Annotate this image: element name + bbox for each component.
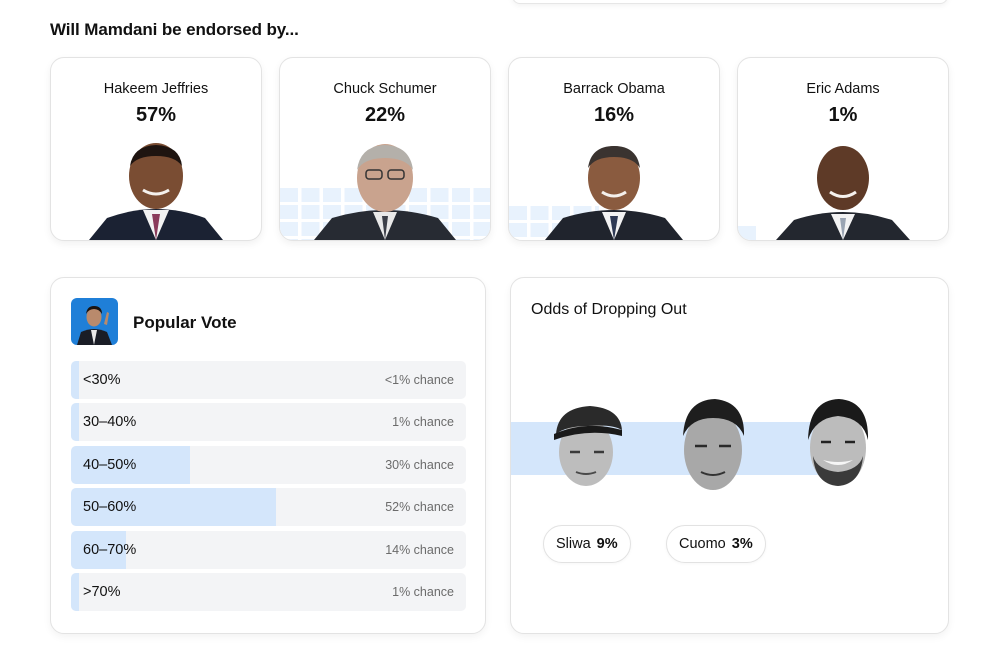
endorser-name: Barrack Obama xyxy=(563,81,665,97)
popular-vote-card: Popular Vote <30% <1% chance 30–40% 1% c… xyxy=(50,277,486,634)
candidate-odds: 3% xyxy=(731,536,753,552)
mamdani-face-icon xyxy=(808,399,869,486)
endorsement-card-obama[interactable]: Barrack Obama 16% xyxy=(508,57,720,241)
endorsement-percent: 1% xyxy=(828,104,858,126)
vote-range-label: <30% xyxy=(83,372,121,388)
vote-range-label: 60–70% xyxy=(83,541,137,558)
mamdani-avatar-icon xyxy=(71,298,118,345)
vote-range-label: 50–60% xyxy=(83,499,137,516)
hakeem-jeffries-portrait-icon xyxy=(89,143,223,240)
endorsement-card-adams[interactable]: Eric Adams 1% xyxy=(737,57,949,241)
endorsement-card-schumer[interactable]: Chuck Schumer 22% xyxy=(279,57,491,241)
vote-range-chance: 52% chance xyxy=(385,500,454,515)
vote-range-row[interactable]: 30–40% 1% chance xyxy=(71,403,466,442)
chuck-schumer-portrait-icon xyxy=(314,144,456,240)
eric-adams-portrait-icon xyxy=(776,146,910,240)
vote-range-chance: 1% chance xyxy=(392,415,454,430)
vote-range-bar xyxy=(71,488,277,527)
vote-range-row[interactable]: 60–70% 14% chance xyxy=(71,530,466,569)
endorser-name: Eric Adams xyxy=(806,81,880,97)
vote-range-bar xyxy=(71,403,79,442)
endorsement-percent: 57% xyxy=(135,104,177,126)
popular-vote-rows: <30% <1% chance 30–40% 1% chance 40–50% … xyxy=(71,361,466,615)
dropping-out-card: Odds of Dropping Out Sliwa 9% Cuomo 3% xyxy=(510,277,949,634)
probability-grid xyxy=(738,226,757,240)
popular-vote-title: Popular Vote xyxy=(133,313,237,332)
candidate-name: Sliwa xyxy=(556,536,591,552)
vote-range-chance: 1% chance xyxy=(392,584,454,599)
endorsement-percent: 16% xyxy=(593,104,635,126)
vote-range-row[interactable]: >70% 1% chance xyxy=(71,572,466,611)
dropping-out-title: Odds of Dropping Out xyxy=(531,301,687,318)
sliwa-face-icon xyxy=(554,406,622,486)
vote-range-bar xyxy=(71,572,79,611)
vote-range-label: 30–40% xyxy=(83,414,137,431)
cuomo-face-icon xyxy=(683,399,745,490)
previous-card-edge xyxy=(512,0,948,4)
vote-range-bar xyxy=(71,530,127,569)
endorsement-cards: Hakeem Jeffries 57% Chuck Schumer 22% Ba… xyxy=(50,57,949,241)
candidate-odds: 9% xyxy=(596,536,618,552)
vote-range-chance: 14% chance xyxy=(385,542,454,557)
candidate-name: Cuomo xyxy=(679,536,726,552)
vote-range-bar xyxy=(71,361,79,399)
vote-range-chance: 30% chance xyxy=(385,457,454,472)
endorser-name: Chuck Schumer xyxy=(333,81,437,97)
vote-range-row[interactable]: 50–60% 52% chance xyxy=(71,488,466,527)
endorsement-card-jeffries[interactable]: Hakeem Jeffries 57% xyxy=(50,57,262,241)
vote-range-row[interactable]: 40–50% 30% chance xyxy=(71,445,466,484)
endorsement-section-title: Will Mamdani be endorsed by... xyxy=(50,20,299,39)
vote-range-chance: <1% chance xyxy=(384,373,454,387)
vote-range-row[interactable]: <30% <1% chance xyxy=(71,361,466,399)
barrack-obama-portrait-icon xyxy=(545,146,683,240)
endorser-name: Hakeem Jeffries xyxy=(103,81,209,97)
vote-range-label: 40–50% xyxy=(83,456,137,473)
vote-range-label: >70% xyxy=(83,583,121,600)
endorsement-percent: 22% xyxy=(364,104,406,126)
odds-pill-cuomo[interactable]: Cuomo 3% xyxy=(666,525,766,563)
odds-pill-sliwa[interactable]: Sliwa 9% xyxy=(543,525,631,563)
vote-range-bar xyxy=(71,445,190,484)
